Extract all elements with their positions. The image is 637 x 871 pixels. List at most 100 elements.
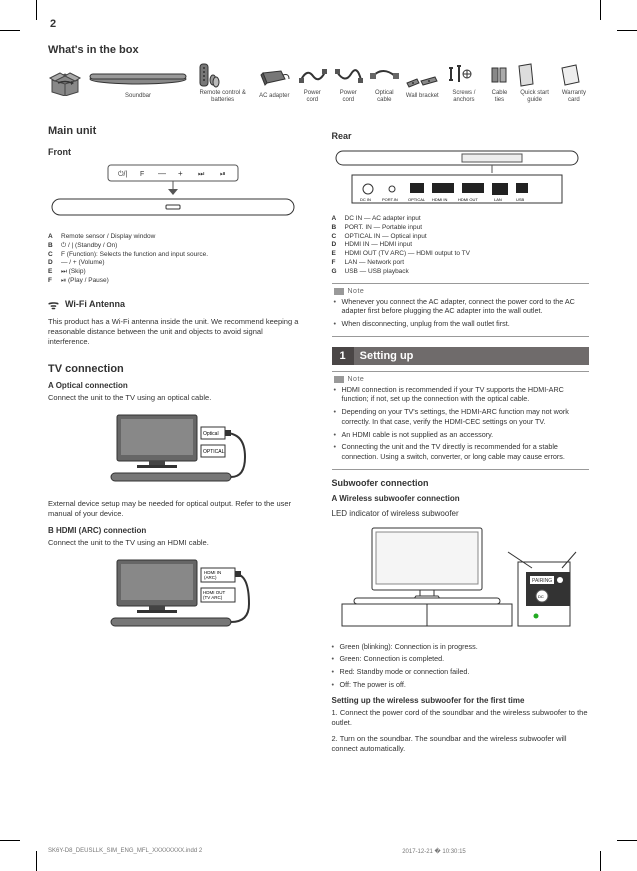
- svg-text:+: +: [178, 169, 183, 178]
- callout-item: BPORT. IN — Portable input: [332, 224, 590, 233]
- callout-item: B⏻ / | (Standby / On): [48, 242, 306, 251]
- remote-icon: [194, 62, 220, 88]
- rear-callout-list: ADC IN — AC adapter input BPORT. IN — Po…: [332, 215, 590, 276]
- footer-timestamp: 2017-12-21 � 10:30:15: [402, 848, 466, 855]
- front-diagram: ⏻/| F — + ⏭ ⏯: [48, 163, 306, 225]
- soundbar-icon-cell: Soundbar: [88, 65, 188, 100]
- ties-icon-cell: Cable ties: [488, 62, 510, 103]
- note-item: Whenever you connect the AC adapter, con…: [334, 297, 588, 316]
- hdmi-title: B HDMI (ARC) connection: [48, 526, 306, 535]
- svg-text:PAIRING: PAIRING: [532, 578, 552, 584]
- item-label: Quick start guide: [516, 90, 552, 103]
- screws-icon: [445, 62, 473, 88]
- ac-adapter-icon: [257, 65, 291, 91]
- cable-tie-icon: [488, 62, 510, 88]
- item-label: Wall bracket: [405, 93, 439, 100]
- adapter-icon-cell: AC adapter: [257, 65, 291, 100]
- item-label: Power cord: [333, 90, 363, 103]
- bracket-icon-cell: Wall bracket: [405, 65, 439, 100]
- item-label: Power cord: [297, 90, 327, 103]
- led-status: Green: Connection is completed.: [332, 654, 590, 664]
- cord1-icon-cell: Power cord: [297, 62, 327, 103]
- step-number: 1: [332, 347, 354, 365]
- screws-icon-cell: Screws / anchors: [445, 62, 482, 103]
- led-status: Red: Standby mode or connection failed.: [332, 667, 590, 677]
- svg-text:DC: DC: [538, 594, 544, 599]
- front-callout-list: ARemote sensor / Display window B⏻ / | (…: [48, 233, 306, 286]
- cord2-icon-cell: Power cord: [333, 62, 363, 103]
- optical-cable-icon: [369, 62, 399, 88]
- optical-step2: External device setup may be needed for …: [48, 499, 306, 519]
- left-column: Main unit Front ⏻/| F — + ⏭ ⏯: [48, 121, 306, 760]
- box-contents-row: Soundbar Remote control & batteries AC a…: [48, 62, 589, 103]
- svg-text:⏻/|: ⏻/|: [118, 170, 127, 178]
- svg-text:⏯: ⏯: [220, 171, 226, 178]
- callout-item: EHDMI OUT (TV ARC) — HDMI output to TV: [332, 250, 590, 259]
- footer-filename: SK6Y-D8_DEUSLLK_SIM_ENG_MFL_XXXXXXXX.ind…: [48, 848, 202, 855]
- power-cord-icon: [333, 62, 363, 88]
- note-item: Depending on your TV's settings, the HDM…: [334, 407, 588, 426]
- svg-text:LAN: LAN: [494, 197, 502, 202]
- note-item: Connecting the unit and the TV directly …: [334, 442, 588, 461]
- main-unit-title: Main unit: [48, 125, 306, 137]
- item-label: Optical cable: [369, 90, 399, 103]
- svg-text:HDMI OUT: HDMI OUT: [458, 197, 478, 202]
- callout-item: CF (Function): Selects the function and …: [48, 251, 306, 260]
- hdmi-diagram: HDMI IN (ARC) HDMI OUT (TV ARC): [48, 554, 306, 634]
- callout-item: D— / + (Volume): [48, 259, 306, 268]
- top-note-box: Note HDMI connection is recommended if y…: [332, 371, 590, 470]
- led-status-list: Green (blinking): Connection is in progr…: [332, 642, 590, 690]
- footer-meta: SK6Y-D8_DEUSLLK_SIM_ENG_MFL_XXXXXXXX.ind…: [48, 848, 466, 855]
- first-setup-2: 2. Turn on the soundbar. The soundbar an…: [332, 734, 590, 754]
- first-setup-1: 1. Connect the power cord of the soundba…: [332, 708, 590, 728]
- item-label: Cable ties: [488, 90, 510, 103]
- item-label: Warranty card: [559, 90, 589, 103]
- svg-text:PORT.IN: PORT.IN: [382, 197, 398, 202]
- svg-text:F: F: [140, 171, 144, 178]
- quick-guide-icon: [516, 62, 536, 88]
- tv-connection-title: TV connection: [48, 363, 306, 375]
- wireless-sub-title: A Wireless subwoofer connection: [332, 494, 590, 503]
- remote-icon-cell: Remote control & batteries: [194, 62, 251, 103]
- optical-title: A Optical connection: [48, 381, 306, 390]
- rear-note-list: Whenever you connect the AC adapter, con…: [334, 297, 588, 329]
- rear-diagram: DC IN PORT.IN OPTICAL HDMI IN HDMI OUT L…: [332, 147, 590, 207]
- warranty-card-icon: [559, 62, 581, 88]
- note-label: Note: [334, 288, 588, 295]
- item-label: Remote control & batteries: [194, 90, 251, 103]
- note-label: Note: [334, 376, 588, 383]
- rear-note-box: Note Whenever you connect the AC adapter…: [332, 283, 590, 337]
- warranty-icon-cell: Warranty card: [559, 62, 589, 103]
- guide-icon-cell: Quick start guide: [516, 62, 552, 103]
- whats-in-box-title: What's in the box: [48, 44, 589, 56]
- optical-in-label: Optical: [203, 431, 219, 437]
- power-cord-icon: [297, 62, 327, 88]
- callout-item: COPTICAL IN — Optical input: [332, 233, 590, 242]
- right-column: Rear DC IN PORT.IN OPTICAL HDMI IN: [332, 121, 590, 760]
- wifi-text: This product has a Wi-Fi antenna inside …: [48, 317, 306, 347]
- wifi-title: Wi-Fi Antenna: [65, 299, 125, 309]
- svg-text:⏭: ⏭: [198, 171, 205, 178]
- note-item: When disconnecting, unplug from the wall…: [334, 319, 588, 329]
- svg-text:—: —: [158, 169, 166, 178]
- wall-bracket-icon: [405, 65, 439, 91]
- optical-icon-cell: Optical cable: [369, 62, 399, 103]
- note-item: HDMI connection is recommended if your T…: [334, 385, 588, 404]
- item-label: Screws / anchors: [445, 90, 482, 103]
- svg-text:DC IN: DC IN: [360, 197, 371, 202]
- soundbar-icon: [88, 65, 188, 91]
- subwoofer-diagram: PAIRING DC: [332, 522, 590, 632]
- subwoofer-title: Subwoofer connection: [332, 478, 590, 488]
- item-label: Soundbar: [88, 93, 188, 100]
- svg-text:USB: USB: [516, 197, 525, 202]
- page-number: 2: [50, 18, 56, 30]
- svg-text:OPTICAL: OPTICAL: [203, 449, 225, 455]
- led-title: LED indicator of wireless subwoofer: [332, 509, 590, 518]
- box-icon-cell: [48, 70, 82, 96]
- optical-step1: Connect the unit to the TV using an opti…: [48, 393, 306, 403]
- callout-item: DHDMI IN — HDMI input: [332, 241, 590, 250]
- callout-item: ARemote sensor / Display window: [48, 233, 306, 242]
- callout-item: FLAN — Network port: [332, 259, 590, 268]
- wifi-icon: ᯤ: [48, 296, 59, 313]
- step-bar-setup: 1 Setting up: [332, 347, 590, 365]
